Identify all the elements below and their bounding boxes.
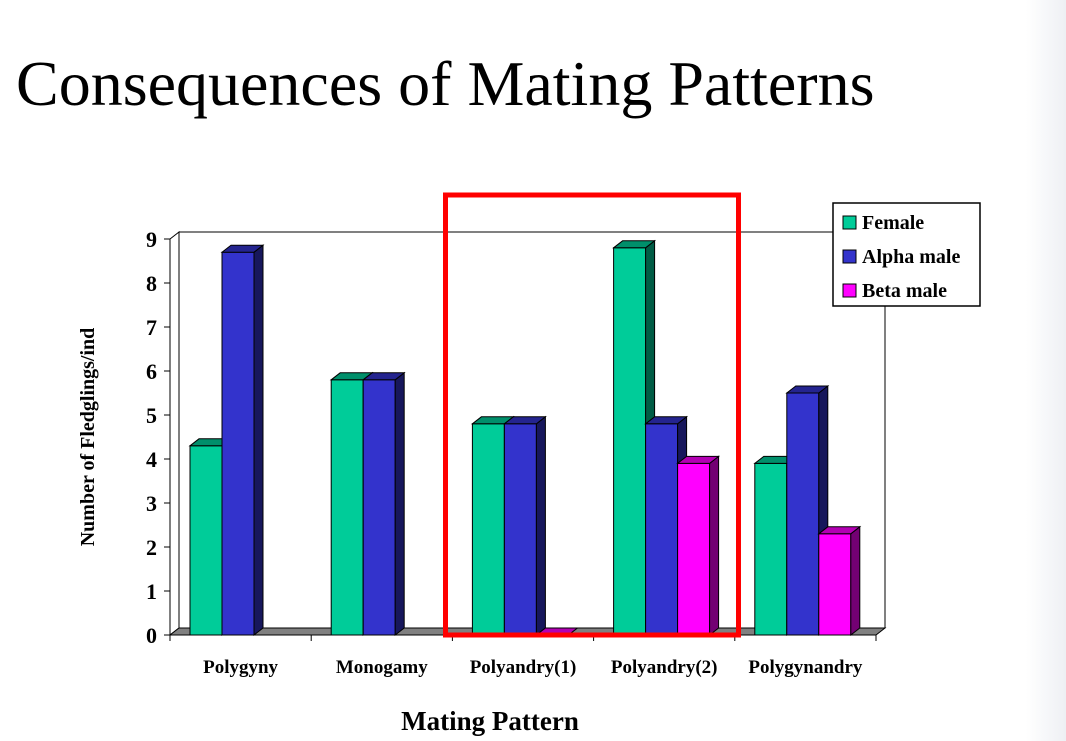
- x-tick-label: Polygynandry: [748, 657, 863, 678]
- legend-swatch: [842, 249, 857, 264]
- y-tick-label: 0: [146, 623, 157, 648]
- y-tick-label: 8: [146, 271, 157, 296]
- x-tick-label: Polyandry(1): [470, 657, 577, 678]
- slide-edge-shade: [1026, 0, 1066, 741]
- bar-alpha-male-polygynandry: [785, 384, 830, 637]
- bar-front: [189, 445, 223, 636]
- bar-top: [785, 385, 830, 394]
- y-tick-label: 5: [146, 403, 157, 428]
- bar-front: [613, 247, 647, 636]
- y-tick-label: 7: [146, 315, 157, 340]
- y-tick-label: 9: [146, 227, 157, 252]
- y-tick-label: 3: [146, 491, 157, 516]
- bar-top: [361, 372, 406, 381]
- legend-swatch: [842, 215, 857, 230]
- x-axis-label: Mating Pattern: [401, 706, 579, 736]
- bar-alpha-male-polyandry1: [502, 415, 547, 637]
- legend-label: Female: [862, 212, 924, 234]
- x-tick-label: Polyandry(2): [611, 657, 718, 678]
- bar-front: [362, 379, 396, 636]
- bar-top: [644, 416, 689, 425]
- bar-front: [330, 379, 364, 636]
- y-tick-label: 6: [146, 359, 157, 384]
- legend-label: Beta male: [862, 280, 947, 302]
- bar-front: [221, 251, 255, 636]
- bar-side: [850, 525, 861, 637]
- highlight-box: [443, 192, 741, 638]
- bar-front: [754, 462, 788, 636]
- legend-swatch: [842, 283, 857, 298]
- x-tick-label: Monogamy: [336, 657, 428, 678]
- y-tick-label: 1: [146, 579, 157, 604]
- bar-side: [709, 455, 720, 637]
- bar-side: [253, 244, 264, 637]
- bar-top: [817, 526, 862, 535]
- slide-title: Consequences of Mating Patterns: [16, 48, 875, 119]
- bar-front: [471, 423, 505, 636]
- bar-front: [677, 462, 711, 636]
- bar-beta-male-polygynandry: [817, 525, 862, 637]
- bar-front: [786, 392, 820, 636]
- chart-side-wall: [169, 230, 180, 637]
- legend-label: Alpha male: [862, 246, 960, 268]
- bar-side: [535, 415, 546, 637]
- bar-beta-male-polyandry2: [676, 455, 721, 637]
- y-axis-label: Number of Fledglings/ind: [77, 328, 99, 547]
- bar-top: [676, 455, 721, 464]
- bar-front: [645, 423, 679, 636]
- y-tick-label: 4: [146, 447, 157, 472]
- bar-top: [612, 240, 657, 249]
- bar-front: [818, 533, 852, 636]
- bar-alpha-male-polygyny: [220, 244, 265, 637]
- y-tick-label: 2: [146, 535, 157, 560]
- bar-alpha-male-monogamy: [361, 371, 406, 637]
- legend: Female Alpha male Beta male: [832, 202, 981, 307]
- x-tick-label: Polygyny: [203, 657, 278, 678]
- bar-top: [220, 244, 265, 253]
- bar-side: [394, 371, 405, 637]
- legend-box: [832, 202, 981, 307]
- bar-top: [502, 416, 547, 425]
- bar-front: [503, 423, 537, 636]
